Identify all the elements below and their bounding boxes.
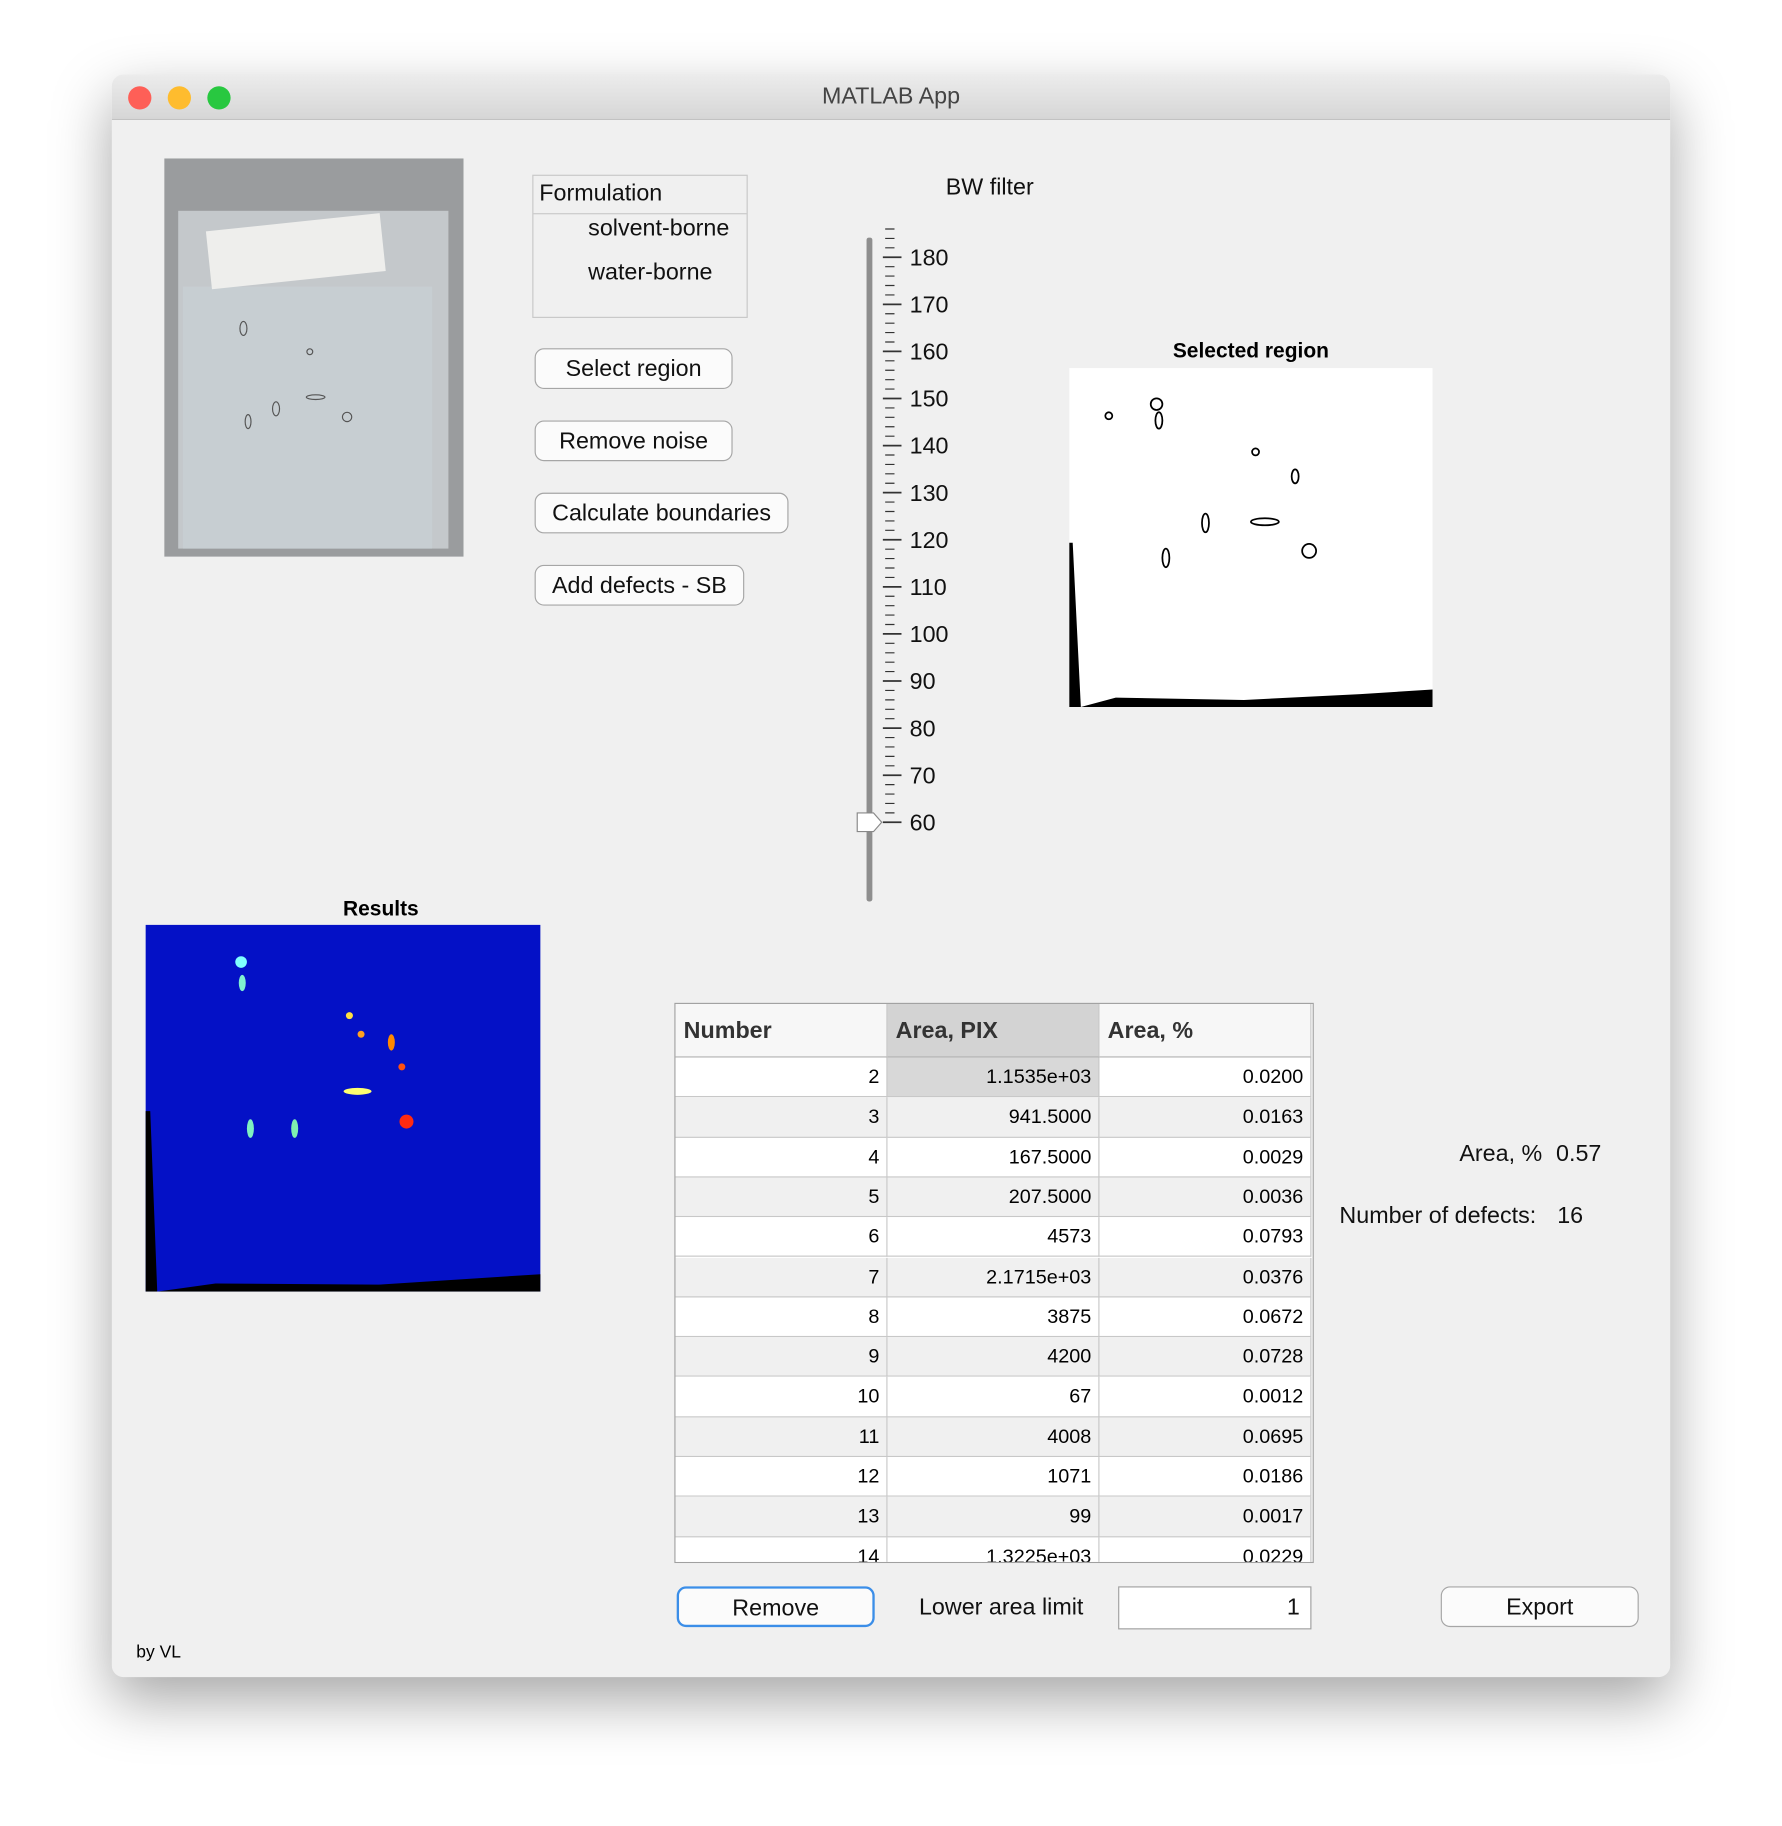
table-cell[interactable]: 3875 [887,1297,1100,1338]
table-cell[interactable]: 0.0186 [1099,1457,1312,1497]
table-cell[interactable]: 0.0229 [1099,1536,1312,1562]
table-cell[interactable]: 4 [675,1137,888,1178]
table-cell[interactable]: 1.3225e+03 [887,1536,1100,1562]
table-cell[interactable]: 0.0036 [1099,1177,1312,1218]
panel-divider [533,213,747,215]
tick-label: 70 [910,762,936,788]
table-cell[interactable]: 0.0163 [1099,1097,1312,1138]
selected-region-image [1069,368,1433,707]
table-cell[interactable]: 8 [675,1297,888,1338]
table-cell[interactable]: 67 [887,1377,1100,1418]
tick-label: 100 [910,621,949,647]
limit-input[interactable]: 1 [1118,1586,1312,1630]
tick-label: 140 [910,433,949,459]
table-cell[interactable]: 14 [675,1536,888,1562]
table-cell[interactable]: 1071 [887,1457,1100,1497]
remove-button[interactable]: Remove [676,1586,875,1628]
table-cell[interactable]: 99 [887,1496,1100,1537]
defects-label: Number of defects: [1339,1203,1537,1229]
table-cell[interactable]: 207.5000 [887,1177,1100,1218]
tick-label: 130 [910,480,949,506]
table-cell[interactable]: 0.0012 [1099,1377,1312,1418]
panel-title: Formulation [539,180,663,207]
table-cell[interactable]: 11 [675,1417,888,1458]
table-cell[interactable]: 1.1535e+03 [887,1057,1100,1098]
table-cell[interactable]: 4200 [887,1337,1100,1378]
slider-label: BW filter [945,174,1034,201]
table-cell[interactable]: 0.0793 [1099,1217,1312,1258]
table-cell[interactable]: 0.0695 [1099,1417,1312,1458]
tick-label: 170 [910,291,949,317]
area-value: 0.57 [1556,1141,1602,1168]
sample-photo [164,158,464,557]
table-cell[interactable]: 941.5000 [887,1097,1100,1138]
results-image [145,924,541,1292]
results-title: Results [342,896,419,921]
zoom-button[interactable] [207,86,231,110]
table-cell[interactable]: 0.0376 [1099,1257,1312,1298]
column-header[interactable]: Area, PIX [887,1003,1100,1058]
area-label: Area, % [1459,1141,1543,1168]
table-cell[interactable]: 9 [675,1337,888,1378]
action-button[interactable]: Calculate boundaries [534,492,789,534]
table-cell[interactable]: 167.5000 [887,1137,1100,1178]
table-cell[interactable]: 12 [675,1457,888,1497]
window-title: MATLAB App [821,83,961,110]
action-button[interactable]: Add defects - SB [534,564,745,606]
minimize-button[interactable] [167,86,192,110]
tick-label: 90 [910,668,936,694]
table-cell[interactable]: 4008 [887,1417,1100,1458]
bw-slider: 6070809010011012013014015016017018019020… [856,228,949,902]
results-table[interactable]: Number Area, PIX Area, % 2 1.1535e+03 0.0200 3… [674,1002,1314,1564]
radio-label: solvent-borne [588,215,730,242]
table-cell[interactable]: 0.0672 [1099,1297,1312,1338]
table-cell[interactable]: 0.0029 [1099,1137,1312,1178]
app-window: MATLAB App Formulation solvent-borne wate… [111,74,1671,1678]
tick-label: 80 [910,715,936,741]
table-cell[interactable]: 2.1715e+03 [887,1257,1100,1298]
table-cell[interactable]: 13 [675,1496,888,1537]
close-button[interactable] [128,86,152,110]
selected-title: Selected region [1172,338,1329,363]
action-button[interactable]: Select region [534,348,733,390]
slider-track [866,237,873,902]
table-cell[interactable]: 10 [675,1377,888,1418]
tick-label: 160 [910,339,949,365]
slider-thumb[interactable] [856,812,883,833]
radio-label: water-borne [588,259,713,286]
tick-label: 110 [910,574,947,600]
action-button[interactable]: Remove noise [534,420,733,462]
title-bar: MATLAB App [111,74,1671,120]
table-cell[interactable]: 2 [675,1057,888,1098]
table-cell[interactable]: 7 [675,1257,888,1298]
limit-label: Lower area limit [918,1594,1084,1621]
column-header[interactable]: Area, % [1099,1003,1312,1058]
table-cell[interactable]: 5 [675,1177,888,1218]
tick-label: 60 [910,809,936,835]
defects-value: 16 [1557,1203,1584,1229]
column-header[interactable]: Number [675,1003,888,1058]
tick-label: 150 [910,386,949,412]
footer: by VL [136,1642,181,1663]
formulation-panel: Formulation solvent-borne water-borne [532,174,748,318]
table-cell[interactable]: 0.0017 [1099,1496,1312,1537]
table-cell[interactable]: 6 [675,1217,888,1258]
table-cell[interactable]: 3 [675,1097,888,1138]
tick-label: 120 [910,527,949,553]
export-button[interactable]: Export [1440,1586,1639,1628]
table-cell[interactable]: 4573 [887,1217,1100,1258]
table-cell[interactable]: 0.0728 [1099,1337,1312,1378]
tick-label: 180 [910,244,949,270]
table-cell[interactable]: 0.0200 [1099,1057,1312,1098]
